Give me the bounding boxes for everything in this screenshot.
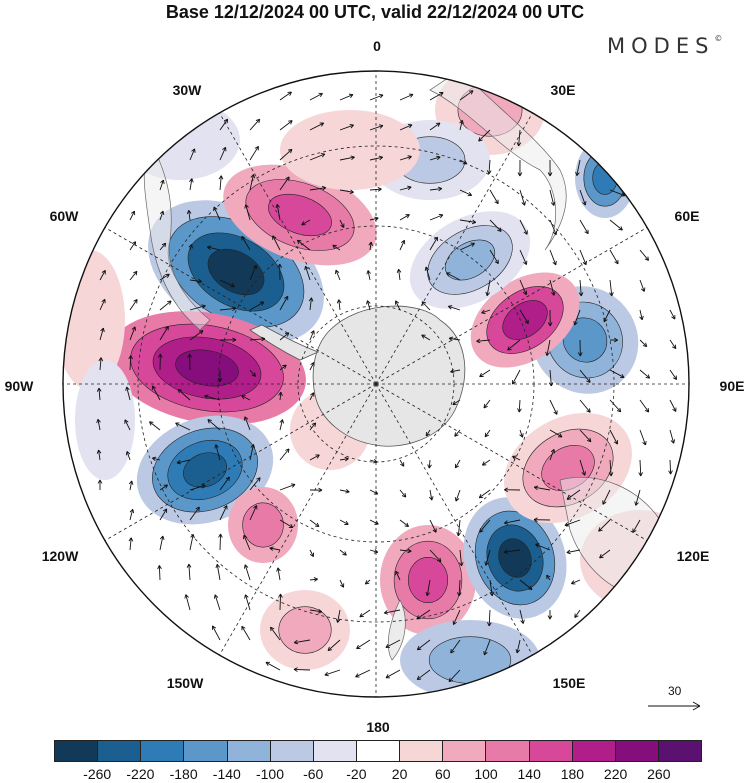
map-border [62, 70, 690, 698]
lon-label-150e: 150E [552, 675, 586, 691]
lon-label-30e: 30E [550, 82, 576, 98]
colorbar-segment [486, 741, 530, 761]
lon-label-90e: 90E [719, 378, 745, 394]
lon-label-90w: 90W [4, 378, 34, 394]
colorbar-tick-label: -20 [346, 766, 367, 782]
colorbar [54, 740, 702, 762]
colorbar-tick-label: -100 [255, 766, 285, 782]
colorbar-segment [270, 741, 314, 761]
lon-label-0: 0 [373, 38, 381, 54]
lon-label-60e: 60E [674, 208, 700, 224]
anomaly-field [63, 71, 689, 697]
lon-label-60w: 60W [49, 208, 79, 224]
colorbar-tick-label: 60 [435, 766, 451, 782]
colorbar-tick-label: -260 [83, 766, 112, 782]
colorbar-tick-label: -140 [212, 766, 241, 782]
colorbar-segment [313, 741, 357, 761]
colorbar-tick-label: 260 [647, 766, 671, 782]
modes-logo: MODES© [607, 34, 722, 58]
colorbar-segment [98, 741, 142, 761]
lon-label-30w: 30W [172, 82, 202, 98]
colorbar-segment [658, 741, 702, 761]
colorbar-segment [141, 741, 185, 761]
map-title: Base 12/12/2024 00 UTC, valid 22/12/2024… [165, 2, 585, 22]
lon-label-180: 180 [366, 719, 390, 735]
colorbar-segment [615, 741, 659, 761]
reference-vector-arrow [648, 701, 701, 711]
lon-label-120e: 120E [676, 548, 710, 564]
colorbar-segment [55, 741, 99, 761]
colorbar-tick-label: 180 [560, 766, 585, 782]
colorbar-tick-label: 220 [603, 766, 628, 782]
lon-label-120w: 120W [41, 548, 79, 564]
colorbar-segment [400, 741, 444, 761]
colorbar-segment [356, 741, 401, 761]
colorbar-tick-label: -220 [126, 766, 155, 782]
wind-vectors [96, 90, 678, 683]
colorbar-segment [443, 741, 487, 761]
colorbar-tick-label: 140 [517, 766, 541, 782]
colorbar-tick-label: -60 [303, 766, 324, 782]
colorbar-segment [529, 741, 573, 761]
colorbar-tick-label: 100 [474, 766, 498, 782]
colorbar-segment [184, 741, 228, 761]
lon-label-150w: 150W [166, 675, 204, 691]
copyright-mark: © [714, 34, 723, 43]
colorbar-segment [572, 741, 616, 761]
reference-vector-label: 30 [668, 684, 682, 698]
colorbar-tick-label: -180 [169, 766, 198, 782]
lat-lon-grid [63, 71, 689, 697]
brand-text: MODES [607, 34, 715, 58]
colorbar-segment [227, 741, 271, 761]
colorbar-tick-label: 20 [391, 766, 408, 782]
